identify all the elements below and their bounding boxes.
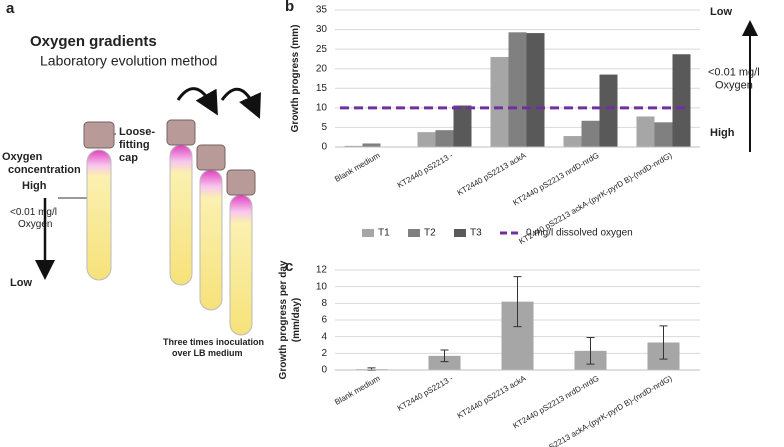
bar xyxy=(417,132,436,147)
diagram-title: Oxygen gradients xyxy=(30,33,157,50)
tubes xyxy=(83,119,256,336)
annotation-line: Oxygen xyxy=(715,79,753,91)
y-tick-label: 0 xyxy=(321,142,327,153)
y-tick-label: 20 xyxy=(316,63,328,74)
bar xyxy=(526,33,545,147)
y-tick-label: 6 xyxy=(321,315,327,326)
bar xyxy=(435,130,454,147)
x-tick-label: KT2440 pS2213 ackA xyxy=(456,373,528,420)
axis-title: Oxygen concentration xyxy=(2,151,81,176)
y-tick-label: 15 xyxy=(316,83,328,94)
level-label: <0.01 mg/l Oxygen xyxy=(10,207,57,230)
panel-label: b xyxy=(285,0,294,15)
y-axis-label-line: Growth progress per day xyxy=(278,260,289,379)
annotation: High xyxy=(710,127,735,139)
y-tick-label: 35 xyxy=(316,5,328,16)
y-tick-label: 30 xyxy=(316,24,328,35)
y-tick-label: 0 xyxy=(321,365,327,376)
bar xyxy=(581,120,600,147)
x-tick-label: Blank medium xyxy=(333,374,382,407)
y-tick-label: 2 xyxy=(321,348,327,359)
diagram-subtitle: Laboratory evolution method xyxy=(40,53,217,69)
y-axis-label: Growth progress (mm) xyxy=(290,25,301,133)
bar xyxy=(490,56,509,147)
x-tick-label: KT2440 pS2213 - xyxy=(396,374,455,413)
bar xyxy=(599,74,618,147)
legend-label: T3 xyxy=(470,228,482,239)
annotation: <0.01 mg/l Oxygen xyxy=(708,66,760,91)
transfer-arrow xyxy=(176,87,218,116)
bar xyxy=(508,32,527,147)
error-bar xyxy=(440,349,449,363)
bar xyxy=(344,145,363,147)
bar xyxy=(672,54,691,147)
error-bar xyxy=(659,325,668,360)
y-tick-label: 10 xyxy=(316,281,328,292)
legend-swatch xyxy=(408,229,420,237)
error-bar xyxy=(586,337,595,365)
bar xyxy=(563,136,582,147)
y-axis-label: Growth progress per day (mm/day) xyxy=(278,260,302,379)
y-tick-label: 4 xyxy=(321,331,327,342)
panel-label: c xyxy=(285,258,293,275)
high-label: High xyxy=(22,180,47,192)
bar xyxy=(428,355,461,370)
cap-label: Loose-fitting cap xyxy=(119,126,155,164)
y-tick-label: 5 xyxy=(321,122,327,133)
legend-label: T1 xyxy=(378,228,390,239)
y-tick-label: 10 xyxy=(316,102,328,113)
y-tick-label: 8 xyxy=(321,298,327,309)
panel-label: a xyxy=(6,0,15,17)
bar xyxy=(654,122,673,147)
bar xyxy=(453,105,472,147)
caption: Three times inoculation over LB medium xyxy=(163,337,264,358)
transfer-arrow xyxy=(220,87,261,119)
bar xyxy=(636,116,655,147)
annotation-line: <0.01 mg/l xyxy=(708,66,760,78)
low-label: Low xyxy=(10,277,32,289)
error-bar xyxy=(513,276,522,328)
legend-label: 0 mg/l dissolved oxygen xyxy=(526,228,633,239)
y-tick-label: 12 xyxy=(316,265,328,276)
legend-swatch xyxy=(362,229,374,237)
bar xyxy=(362,143,381,147)
x-tick-label: Blank medium xyxy=(333,151,382,184)
x-tick-label: KT2440 pS2213 - xyxy=(396,151,455,190)
y-axis-label-line: (mm/day) xyxy=(291,298,302,342)
annotation: Low xyxy=(710,6,732,18)
y-tick-label: 25 xyxy=(316,44,328,55)
legend-label: T2 xyxy=(424,228,436,239)
y-axis-label-line: Growth progress (mm) xyxy=(290,25,301,133)
x-tick-label: KT2440 pS2213 ackA xyxy=(456,150,528,197)
legend-swatch xyxy=(454,229,466,237)
